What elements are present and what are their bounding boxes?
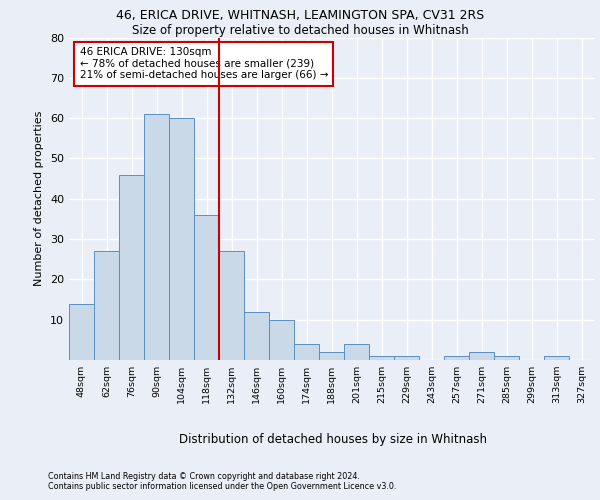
- Bar: [369, 356, 394, 360]
- Bar: [269, 320, 294, 360]
- Bar: [344, 344, 369, 360]
- Text: Contains HM Land Registry data © Crown copyright and database right 2024.: Contains HM Land Registry data © Crown c…: [48, 472, 360, 481]
- Bar: [319, 352, 344, 360]
- Y-axis label: Number of detached properties: Number of detached properties: [34, 111, 44, 286]
- Bar: [144, 114, 169, 360]
- Bar: [169, 118, 194, 360]
- Bar: [194, 215, 219, 360]
- Bar: [119, 174, 144, 360]
- Bar: [294, 344, 319, 360]
- Bar: [94, 251, 119, 360]
- Bar: [394, 356, 419, 360]
- Bar: [69, 304, 94, 360]
- Bar: [544, 356, 569, 360]
- Text: 46, ERICA DRIVE, WHITNASH, LEAMINGTON SPA, CV31 2RS: 46, ERICA DRIVE, WHITNASH, LEAMINGTON SP…: [116, 9, 484, 22]
- Text: 46 ERICA DRIVE: 130sqm
← 78% of detached houses are smaller (239)
21% of semi-de: 46 ERICA DRIVE: 130sqm ← 78% of detached…: [79, 47, 328, 80]
- Text: Distribution of detached houses by size in Whitnash: Distribution of detached houses by size …: [179, 432, 487, 446]
- Bar: [219, 251, 244, 360]
- Bar: [494, 356, 519, 360]
- Text: Size of property relative to detached houses in Whitnash: Size of property relative to detached ho…: [131, 24, 469, 37]
- Bar: [469, 352, 494, 360]
- Bar: [244, 312, 269, 360]
- Text: Contains public sector information licensed under the Open Government Licence v3: Contains public sector information licen…: [48, 482, 397, 491]
- Bar: [444, 356, 469, 360]
